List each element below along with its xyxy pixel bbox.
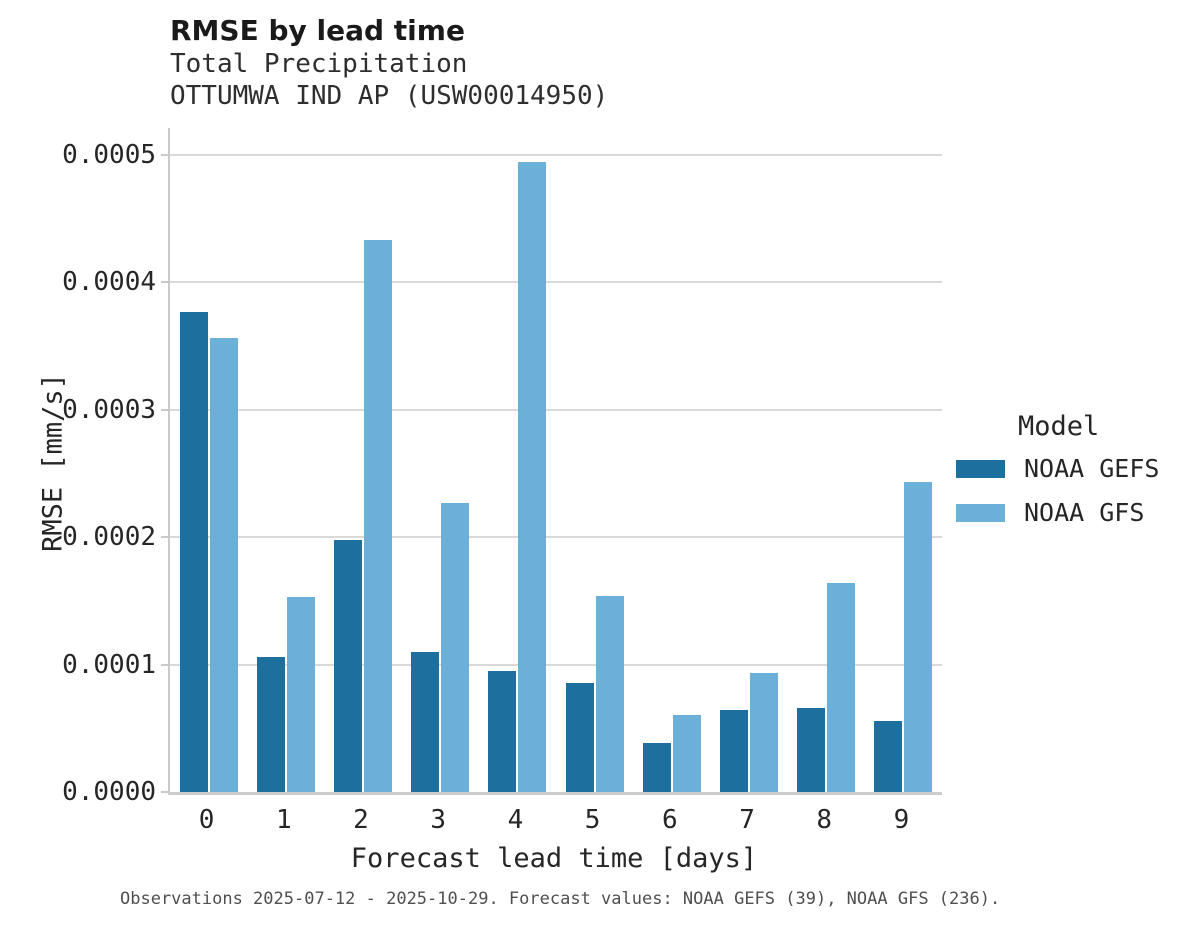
x-tick-label-8: 8	[816, 805, 833, 835]
y-tick-mark	[161, 408, 168, 411]
bar-group-lead-7	[710, 128, 787, 792]
legend-swatch	[956, 459, 1005, 478]
y-tick-mark	[161, 536, 168, 539]
bar-noaa-gfs-lead-3	[441, 502, 470, 792]
y-tick-label: 0.0005	[62, 139, 156, 170]
legend-row-noaa-gefs: NOAA GEFS	[956, 454, 1159, 483]
bar-group-lead-2	[324, 128, 401, 792]
chart-title: RMSE by lead time	[170, 14, 465, 47]
bar-group-lead-6	[633, 128, 710, 792]
legend-label: NOAA GEFS	[1024, 454, 1160, 483]
bar-noaa-gefs-lead-0	[179, 311, 208, 792]
bar-group-lead-3	[402, 128, 479, 792]
legend-title: Model	[1018, 411, 1100, 442]
bar-noaa-gefs-lead-9	[874, 720, 903, 792]
gridline-0.0001	[170, 663, 942, 666]
chart-subtitle-station: OTTUMWA IND AP (USW00014950)	[170, 81, 609, 111]
chart-subtitle-variable: Total Precipitation	[170, 49, 468, 79]
plot-area: 0.0000 0.0001 0.0002 0.0003 0.0004 0.0005	[62, 128, 942, 805]
y-tick-label: 0.0003	[62, 394, 156, 425]
bar-noaa-gfs-lead-9	[904, 482, 933, 792]
y-tick-mark	[161, 281, 168, 284]
y-tick-mark	[161, 663, 168, 666]
bar-noaa-gfs-lead-7	[750, 673, 779, 792]
y-tick-label: 0.0004	[62, 267, 156, 298]
legend-swatch	[956, 503, 1005, 522]
bar-noaa-gfs-lead-8	[827, 583, 856, 792]
bar-noaa-gefs-lead-2	[334, 539, 362, 792]
bar-group-lead-1	[247, 128, 324, 792]
bar-noaa-gefs-lead-8	[797, 707, 826, 792]
bar-noaa-gefs-lead-1	[256, 656, 285, 792]
chart-header: RMSE by lead time Total Precipitation OT…	[170, 14, 608, 112]
gridline-0.0004	[170, 281, 942, 284]
bar-noaa-gefs-lead-3	[411, 651, 440, 792]
legend-row-noaa-gfs: NOAA GFS	[956, 498, 1159, 527]
y-tick-mark	[161, 153, 168, 156]
x-tick-label-3: 3	[430, 805, 447, 835]
x-tick-label-7: 7	[739, 805, 755, 835]
x-tick-label-1: 1	[275, 805, 292, 835]
caption: Observations 2025-07-12 - 2025-10-29. Fo…	[120, 889, 1001, 909]
x-tick-label-0: 0	[198, 805, 215, 835]
bar-noaa-gefs-lead-6	[642, 743, 671, 792]
bar-noaa-gfs-lead-4	[518, 162, 547, 792]
x-tick-label-9: 9	[893, 805, 910, 835]
legend: Model NOAA GEFS NOAA GFS	[956, 411, 1159, 542]
bar-noaa-gfs-lead-6	[672, 715, 701, 792]
bar-group-lead-9	[865, 128, 942, 792]
gridline-0.0003	[170, 408, 942, 411]
y-tick-label: 0.0000	[62, 777, 156, 807]
bar-group-lead-4	[479, 128, 556, 792]
bar-noaa-gfs-lead-1	[286, 597, 315, 792]
legend-label: NOAA GFS	[1024, 498, 1145, 527]
bar-noaa-gfs-lead-0	[209, 338, 238, 792]
x-tick-label-4: 4	[507, 805, 524, 835]
x-axis-title: Forecast lead time [days]	[350, 843, 758, 874]
y-tick-label: 0.0002	[62, 522, 156, 553]
bar-noaa-gfs-lead-2	[364, 240, 392, 792]
y-tick-mark	[161, 791, 168, 793]
bar-group-lead-8	[788, 128, 865, 792]
bar-noaa-gefs-lead-4	[488, 671, 517, 792]
x-tick-label-2: 2	[353, 805, 369, 835]
bar-group-lead-5	[556, 128, 633, 792]
bar-noaa-gefs-lead-7	[720, 710, 749, 792]
y-tick-label: 0.0001	[62, 649, 156, 680]
bar-group-lead-0	[170, 128, 247, 792]
gridline-0.0005	[170, 153, 942, 156]
bars-container	[170, 128, 942, 792]
x-tick-label-6: 6	[661, 805, 678, 835]
x-tick-label-5: 5	[584, 805, 601, 835]
gridline-0.0002	[170, 536, 942, 539]
bar-noaa-gefs-lead-5	[565, 683, 594, 792]
x-tick-row: 0 1 2 3 4 5 6 7 8 9	[168, 805, 940, 835]
bar-noaa-gfs-lead-5	[595, 595, 624, 792]
